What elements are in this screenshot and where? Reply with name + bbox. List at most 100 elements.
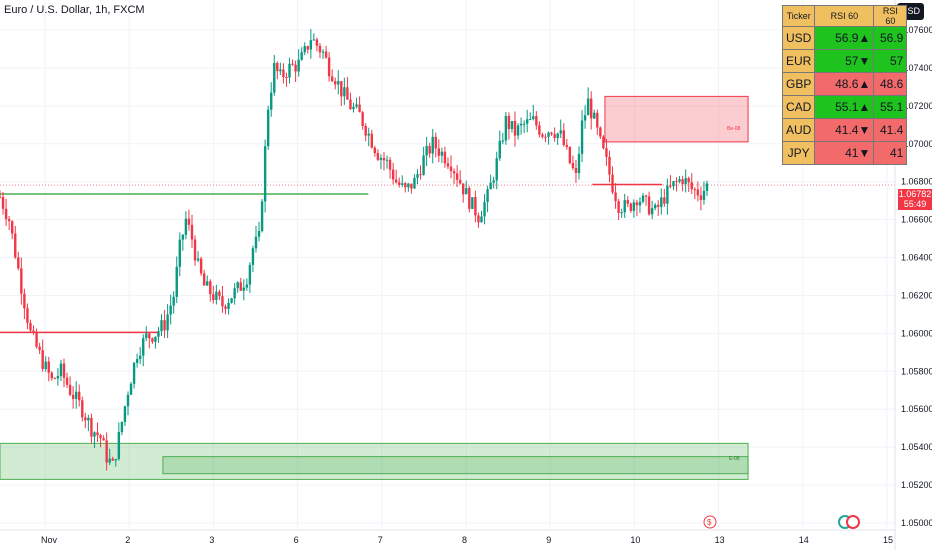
candle-body bbox=[59, 363, 63, 376]
candle-body bbox=[221, 296, 224, 307]
rsi-value: 48.6▲ bbox=[814, 72, 875, 96]
candle-body bbox=[279, 69, 282, 72]
candle-body bbox=[693, 189, 697, 191]
lightning-icon[interactable] bbox=[703, 515, 717, 529]
candle-body bbox=[544, 136, 547, 138]
candle-body bbox=[583, 115, 587, 121]
y-tick-label: 1.05600 bbox=[901, 404, 932, 414]
candle-body bbox=[44, 361, 47, 370]
candle-body bbox=[117, 432, 121, 460]
candle-body bbox=[529, 119, 532, 121]
last-price-value: 1.06782 bbox=[898, 189, 932, 199]
y-tick-label: 1.06600 bbox=[901, 215, 932, 225]
candle-body bbox=[65, 377, 69, 385]
rsi-value: 55.1▲ bbox=[814, 95, 875, 119]
chart-title: Euro / U.S. Dollar, 1h, FXCM bbox=[4, 4, 145, 16]
candle-body bbox=[227, 302, 230, 309]
flag-event-icon[interactable] bbox=[846, 515, 860, 529]
candle-body bbox=[672, 181, 675, 187]
candle-body bbox=[452, 171, 456, 174]
candle-body bbox=[315, 39, 319, 46]
candle-body bbox=[413, 177, 416, 189]
candle-body bbox=[605, 148, 608, 157]
y-tick-label: 1.07400 bbox=[901, 63, 932, 73]
rsi-table: Ticker RSI 60 RSI 60 USD 56.9▲ 56.9 EUR … bbox=[781, 5, 908, 165]
candle-body bbox=[99, 435, 102, 439]
x-tick-label: Nov bbox=[41, 535, 58, 545]
candle-body bbox=[306, 46, 309, 50]
candle-body bbox=[105, 440, 108, 463]
rsi-header-1: RSI 60 bbox=[814, 5, 875, 27]
y-tick-label: 1.07600 bbox=[901, 25, 932, 35]
red-zone-label: Be-08 bbox=[727, 126, 741, 132]
candle-body bbox=[455, 173, 459, 180]
y-tick-label: 1.07200 bbox=[901, 101, 932, 111]
rsi-value: 57▼ bbox=[814, 49, 875, 73]
rsi-value-2: 41 bbox=[873, 141, 908, 165]
candle-body bbox=[379, 157, 383, 160]
candle-body bbox=[187, 218, 191, 225]
candle-body bbox=[593, 112, 596, 119]
candle-body bbox=[391, 169, 395, 180]
candle-body bbox=[38, 346, 41, 351]
rsi-value-2: 41.4 bbox=[873, 118, 908, 142]
candle-body bbox=[87, 417, 90, 421]
candle-body bbox=[510, 120, 514, 130]
candle-body bbox=[62, 363, 66, 378]
candle-body bbox=[404, 183, 407, 188]
candle-body bbox=[468, 188, 471, 209]
candle-body bbox=[644, 195, 648, 197]
x-tick-label: 3 bbox=[209, 535, 214, 545]
candle-body bbox=[666, 185, 669, 204]
bar-countdown: 55:49 bbox=[903, 199, 927, 209]
candle-body bbox=[68, 384, 72, 395]
candle-body bbox=[571, 163, 575, 168]
candle-body bbox=[462, 183, 465, 195]
candle-body bbox=[343, 87, 346, 97]
y-tick-label: 1.05000 bbox=[901, 518, 932, 528]
candle-body bbox=[263, 146, 267, 202]
candle-body bbox=[550, 132, 553, 135]
candle-body bbox=[224, 306, 227, 309]
candle-body bbox=[431, 136, 434, 154]
candle-body bbox=[169, 305, 172, 315]
flag-icons[interactable]: $ bbox=[703, 515, 860, 529]
candle-body bbox=[4, 208, 8, 220]
candle-body bbox=[519, 123, 523, 126]
y-tick-label: 1.05400 bbox=[901, 442, 932, 452]
candle-body bbox=[245, 284, 249, 288]
candle-body bbox=[273, 62, 276, 93]
candle-body bbox=[218, 291, 221, 297]
candle-body bbox=[416, 174, 419, 178]
candle-body bbox=[111, 458, 114, 461]
candle-body bbox=[239, 282, 242, 291]
candle-body bbox=[422, 155, 425, 175]
candle-body bbox=[178, 239, 181, 267]
candle-body bbox=[553, 134, 556, 139]
green-zone-label: E-08 bbox=[729, 456, 740, 462]
candle-body bbox=[151, 338, 154, 342]
candle-body bbox=[126, 394, 130, 407]
candle-body bbox=[120, 421, 124, 433]
chart-zones bbox=[0, 95, 749, 480]
candle-body bbox=[160, 320, 163, 332]
candle-body bbox=[492, 180, 495, 183]
rsi-value: 41▼ bbox=[814, 141, 875, 165]
candle-body bbox=[388, 159, 392, 170]
candle-body bbox=[410, 183, 413, 189]
y-tick-label: 1.05200 bbox=[901, 480, 932, 490]
candle-body bbox=[166, 314, 169, 331]
candle-body bbox=[596, 112, 599, 128]
candle-body bbox=[532, 116, 535, 120]
candle-body bbox=[35, 332, 38, 347]
candle-body bbox=[172, 296, 175, 306]
lightning-glyph: $ bbox=[707, 518, 712, 527]
candle-body bbox=[620, 212, 623, 214]
candle-body bbox=[270, 92, 273, 110]
candle-body bbox=[81, 400, 84, 418]
rsi-value-2: 56.9 bbox=[873, 26, 908, 50]
candle-body bbox=[294, 64, 297, 72]
candle-body bbox=[477, 215, 480, 223]
candle-body bbox=[202, 273, 206, 286]
